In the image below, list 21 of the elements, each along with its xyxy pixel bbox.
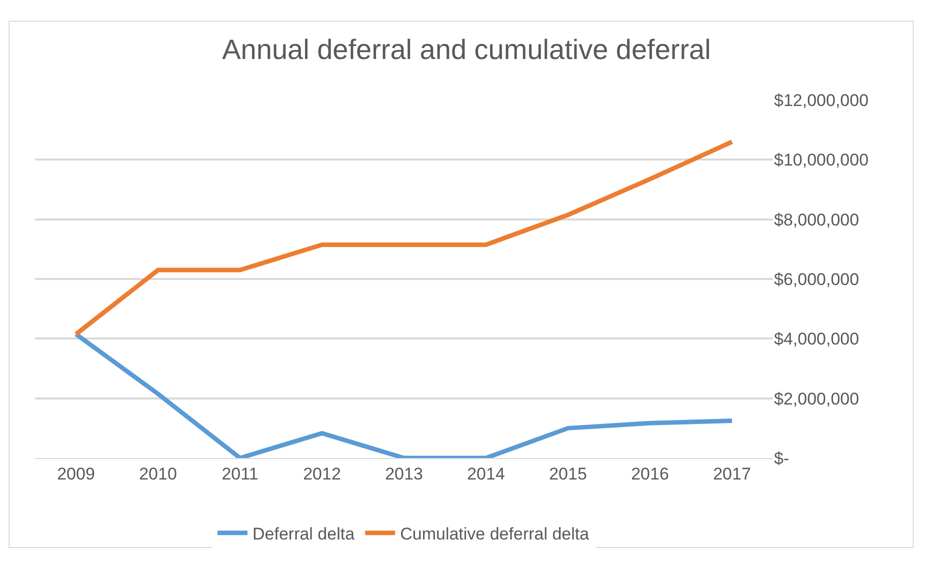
x-tick-label: 2016: [631, 464, 669, 484]
y-tick-label: $10,000,000: [774, 150, 869, 170]
y-tick-label: $12,000,000: [774, 90, 869, 110]
legend-label: Cumulative deferral delta: [400, 524, 590, 544]
y-tick-label: $4,000,000: [774, 330, 860, 349]
line-series: [74, 332, 734, 458]
x-tick-label: 2011: [222, 464, 258, 484]
line-series: [74, 140, 734, 336]
y-tick-label: $-: [774, 448, 790, 468]
x-tick-label: 2009: [57, 464, 95, 484]
x-tick-label: 2017: [713, 464, 751, 484]
x-tick-label: 2013: [385, 464, 423, 484]
chart-title: Annual deferral and cumulative deferral: [222, 34, 711, 66]
y-tick-label: $6,000,000: [774, 270, 860, 289]
x-tick-label: 2010: [139, 464, 177, 484]
y-tick-label: $2,000,000: [774, 389, 860, 408]
y-tick-label: $8,000,000: [774, 210, 860, 230]
x-tick-label: 2012: [303, 464, 341, 484]
legend-label: Deferral delta: [252, 524, 356, 544]
x-tick-label: 2014: [467, 464, 505, 484]
x-tick-label: 2015: [549, 464, 587, 484]
